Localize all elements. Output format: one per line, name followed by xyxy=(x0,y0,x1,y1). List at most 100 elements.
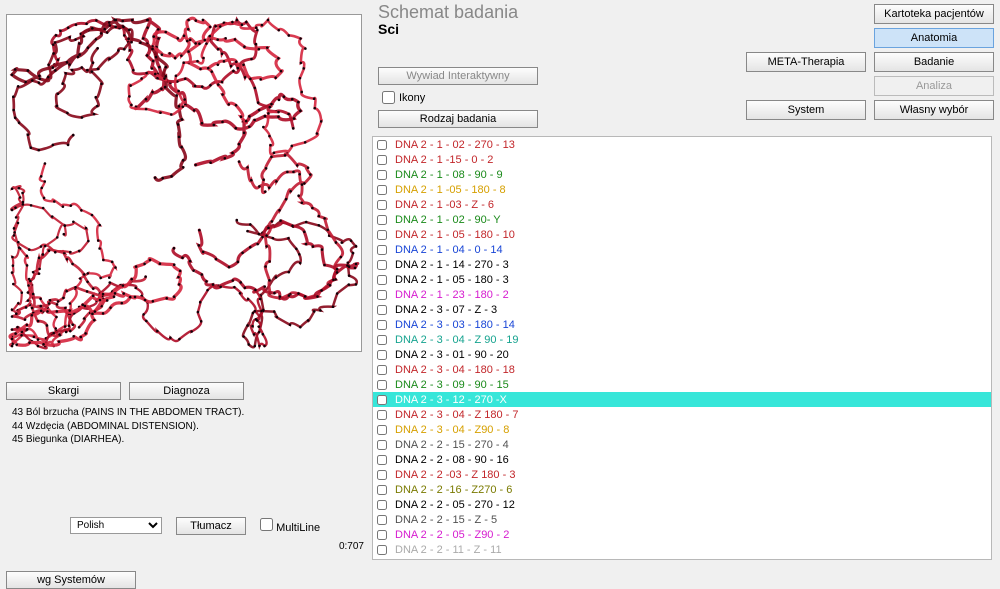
dna-list-row[interactable]: DNA 2 - 1 - 05 - 180 - 3 xyxy=(373,272,991,287)
dna-row-checkbox[interactable] xyxy=(377,560,387,561)
dna-list-row[interactable]: DNA 2 - 2 - 15 - Z - 5 xyxy=(373,512,991,527)
dna-list-row[interactable]: DNA 2 - 1 -15 - 0 - 2 xyxy=(373,152,991,167)
dna-row-checkbox[interactable] xyxy=(377,365,387,375)
dna-list-row[interactable]: DNA 2 - 1 - 05 - 180 - 10 xyxy=(373,227,991,242)
dna-row-checkbox[interactable] xyxy=(377,245,387,255)
counter-text: 0:707 xyxy=(339,541,364,552)
multiline-checkbox-label[interactable]: MultiLine xyxy=(260,518,320,534)
dna-row-checkbox[interactable] xyxy=(377,425,387,435)
wywiad-button[interactable]: Wywiad Interaktywny xyxy=(378,67,538,85)
kartoteka-button[interactable]: Kartoteka pacjentów xyxy=(874,4,994,24)
dna-row-label: DNA 2 - 2 - 15 - 270 - 4 xyxy=(395,439,509,451)
dna-row-label: DNA 2 - 3 - 07 - Z - 3 xyxy=(395,304,497,316)
skargi-button[interactable]: Skargi xyxy=(6,382,121,400)
dna-list-row[interactable]: DNA 2 - 1 - 14 - 270 - 3 xyxy=(373,257,991,272)
dna-list-row[interactable]: DNA 2 - 1 -05 - 180 - 8 xyxy=(373,182,991,197)
dna-list-row[interactable]: DNA 2 - 3 - 04 - Z 90 - 19 xyxy=(373,332,991,347)
dna-row-label: DNA 2 - 1 - 02 - 270 - 13 xyxy=(395,139,515,151)
dna-list-row[interactable]: DNA 2 - 3 - 01 - 90 - 20 xyxy=(373,347,991,362)
multiline-label-text: MultiLine xyxy=(276,522,320,534)
dna-list-row[interactable]: DNA 2 - 1 - 02 - 270 - 13 xyxy=(373,137,991,152)
dna-row-label: DNA 2 - 2 - 08 - 90 - 16 xyxy=(395,454,509,466)
dna-list-row[interactable]: DNA 2 - 2 - 15 - 270 - 4 xyxy=(373,437,991,452)
dna-row-checkbox[interactable] xyxy=(377,380,387,390)
anatomia-button[interactable]: Anatomia xyxy=(874,28,994,48)
dna-row-label: DNA 2 - 2 - 15 - Z - 5 xyxy=(395,514,497,526)
dna-row-checkbox[interactable] xyxy=(377,275,387,285)
dna-row-checkbox[interactable] xyxy=(377,215,387,225)
dna-row-label: DNA 2 - 2 -03 - Z 180 - 3 xyxy=(395,469,515,481)
dna-list-row[interactable]: DNA 2 - 3 - 04 - 180 - 18 xyxy=(373,362,991,377)
dna-list-row[interactable]: DNA 2 - 1 - 04 - 0 - 14 xyxy=(373,242,991,257)
wybor-button[interactable]: Własny wybór xyxy=(874,100,994,120)
dna-row-checkbox[interactable] xyxy=(377,500,387,510)
dna-row-label: DNA 2 - 1 - 05 - 180 - 3 xyxy=(395,274,509,286)
dna-list-row[interactable]: DNA 2 - 2 -03 - Z 180 - 3 xyxy=(373,467,991,482)
dna-list-row[interactable]: DNA 2 - 3 - 12 - 270 -X xyxy=(373,392,991,407)
dna-row-checkbox[interactable] xyxy=(377,170,387,180)
molecule-visualization xyxy=(6,14,362,352)
dna-row-checkbox[interactable] xyxy=(377,155,387,165)
ikony-checkbox[interactable] xyxy=(382,91,395,104)
meta-button[interactable]: META-Therapia xyxy=(746,52,866,72)
dna-row-checkbox[interactable] xyxy=(377,335,387,345)
dna-row-label: DNA 2 - 3 - 04 - 180 - 18 xyxy=(395,364,515,376)
dna-list-row[interactable]: DNA 2 - 3 - 03 - 180 - 14 xyxy=(373,317,991,332)
dna-row-checkbox[interactable] xyxy=(377,200,387,210)
analiza-button: Analiza xyxy=(874,76,994,96)
dna-row-label: DNA 2 - 1 - 05 - 180 - 10 xyxy=(395,229,515,241)
dna-row-label: DNA 2 - 3 - 09 - 90 - 15 xyxy=(395,379,509,391)
dna-list-row[interactable]: DNA 2 - 3 - 04 - Z 180 - 7 xyxy=(373,407,991,422)
dna-row-checkbox[interactable] xyxy=(377,410,387,420)
translate-button[interactable]: Tłumacz xyxy=(176,517,246,535)
dna-list-row[interactable]: DNA 2 - 2 - 08 - 90 - 16 xyxy=(373,452,991,467)
badanie-button[interactable]: Badanie xyxy=(874,52,994,72)
dna-list-row[interactable]: DNA 2 - 2 -16 - Z270 - 6 xyxy=(373,482,991,497)
dna-list-row[interactable]: DNA 2 - 3 - 04 - Z90 - 8 xyxy=(373,422,991,437)
dna-row-label: DNA 2 - 3 - 04 - Z 180 - 7 xyxy=(395,409,519,421)
dna-row-label: DNA 2 - 1 - 08 - 90 - 9 xyxy=(395,169,503,181)
dna-row-checkbox[interactable] xyxy=(377,140,387,150)
multiline-checkbox[interactable] xyxy=(260,518,273,531)
dna-row-checkbox[interactable] xyxy=(377,260,387,270)
dna-row-label: DNA 2 - 2 - 11 - Z - 11 xyxy=(395,544,502,556)
dna-row-label: DNA 2 - 1 -05 - 180 - 8 xyxy=(395,184,506,196)
dna-row-label: DNA 2 - 1 - 04 - 0 - 14 xyxy=(395,244,503,256)
dna-list-row[interactable]: DNA 2 - 2 - 05 - Z90 - 2 xyxy=(373,527,991,542)
dna-list-row[interactable]: DNA 2 - 2 - 01 - 90 - 14 xyxy=(373,557,991,560)
dna-list-row[interactable]: DNA 2 - 2 - 05 - 270 - 12 xyxy=(373,497,991,512)
dna-row-checkbox[interactable] xyxy=(377,545,387,555)
dna-row-checkbox[interactable] xyxy=(377,395,387,405)
dna-row-checkbox[interactable] xyxy=(377,485,387,495)
dna-row-label: DNA 2 - 2 - 05 - 270 - 12 xyxy=(395,499,515,511)
language-select[interactable]: Polish xyxy=(70,517,162,534)
dna-row-label: DNA 2 - 3 - 12 - 270 -X xyxy=(395,394,507,406)
dna-row-checkbox[interactable] xyxy=(377,455,387,465)
dna-row-checkbox[interactable] xyxy=(377,350,387,360)
wg-systemow-button[interactable]: wg Systemów xyxy=(6,571,136,589)
dna-row-label: DNA 2 - 3 - 03 - 180 - 14 xyxy=(395,319,515,331)
dna-row-checkbox[interactable] xyxy=(377,515,387,525)
rodzaj-button[interactable]: Rodzaj badania xyxy=(378,110,538,128)
dna-row-label: DNA 2 - 1 - 14 - 270 - 3 xyxy=(395,259,509,271)
dna-list-row[interactable]: DNA 2 - 1 - 23 - 180 - 2 xyxy=(373,287,991,302)
system-button[interactable]: System xyxy=(746,100,866,120)
dna-row-label: DNA 2 - 3 - 04 - Z90 - 8 xyxy=(395,424,509,436)
dna-row-checkbox[interactable] xyxy=(377,530,387,540)
dna-row-checkbox[interactable] xyxy=(377,185,387,195)
dna-list-row[interactable]: DNA 2 - 3 - 09 - 90 - 15 xyxy=(373,377,991,392)
complaint-item: 44 Wzdęcia (ABDOMINAL DISTENSION). xyxy=(12,420,364,434)
dna-list-row[interactable]: DNA 2 - 2 - 11 - Z - 11 xyxy=(373,542,991,557)
diagnoza-button[interactable]: Diagnoza xyxy=(129,382,244,400)
dna-row-checkbox[interactable] xyxy=(377,230,387,240)
dna-row-checkbox[interactable] xyxy=(377,320,387,330)
dna-list[interactable]: DNA 2 - 1 - 02 - 270 - 13DNA 2 - 1 -15 -… xyxy=(372,136,992,560)
dna-list-row[interactable]: DNA 2 - 3 - 07 - Z - 3 xyxy=(373,302,991,317)
dna-row-checkbox[interactable] xyxy=(377,470,387,480)
dna-row-checkbox[interactable] xyxy=(377,440,387,450)
dna-list-row[interactable]: DNA 2 - 1 - 08 - 90 - 9 xyxy=(373,167,991,182)
dna-row-checkbox[interactable] xyxy=(377,305,387,315)
dna-row-checkbox[interactable] xyxy=(377,290,387,300)
dna-list-row[interactable]: DNA 2 - 1 -03 - Z - 6 xyxy=(373,197,991,212)
dna-list-row[interactable]: DNA 2 - 1 - 02 - 90- Y xyxy=(373,212,991,227)
